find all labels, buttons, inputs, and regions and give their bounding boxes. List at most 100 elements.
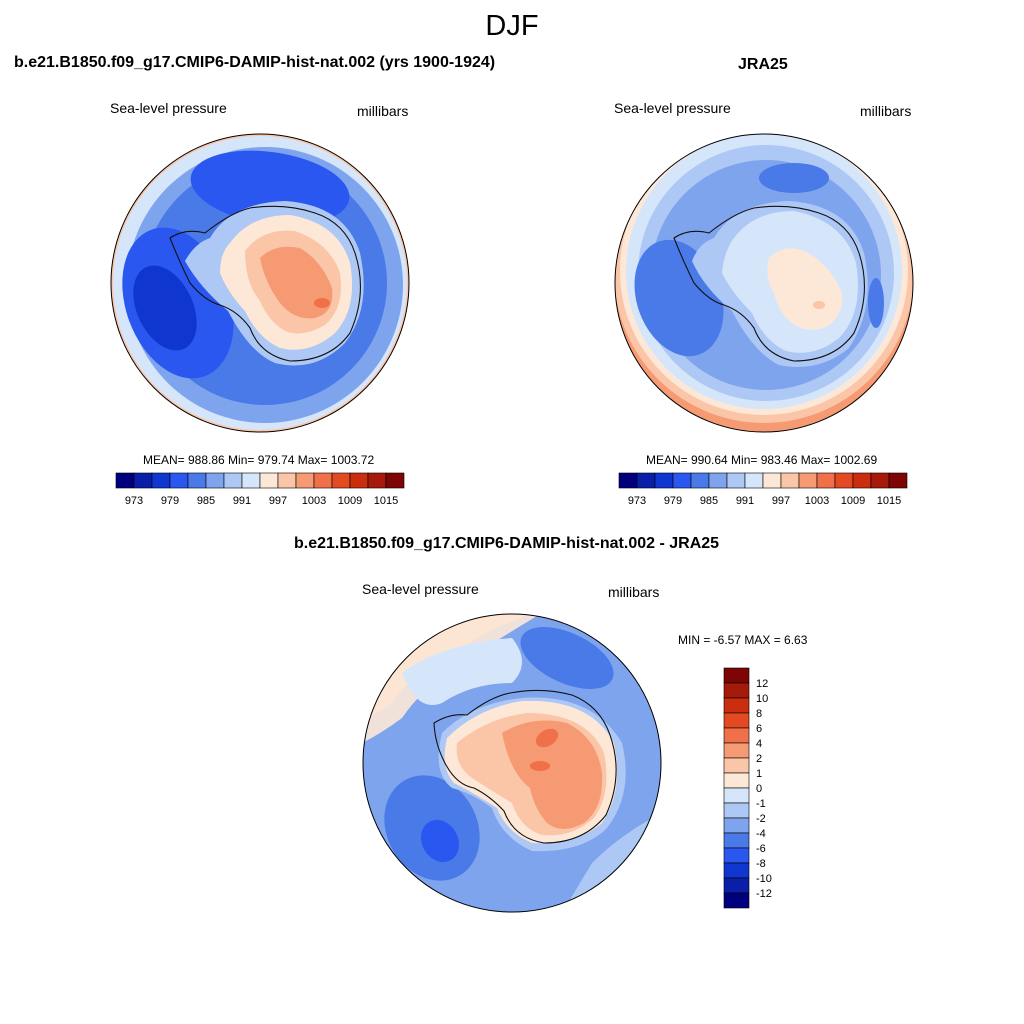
colorbar-tick-label: 10	[756, 693, 768, 705]
contour-fill	[530, 761, 550, 771]
colorbar-swatch	[654, 472, 674, 489]
colorbar-swatch	[313, 472, 333, 489]
contour-fill	[260, 246, 333, 319]
contour-fill	[813, 301, 825, 309]
colorbar-swatch	[385, 472, 405, 489]
contour-fill	[502, 720, 603, 829]
colorbar-tick-label: -4	[756, 828, 766, 840]
colorbar-swatch	[277, 472, 297, 489]
colorbar-swatch	[133, 472, 153, 489]
colorbar-swatch	[708, 472, 728, 489]
colorbar-swatch	[187, 472, 207, 489]
antarctica-coastline	[169, 205, 361, 362]
right-stats: MEAN= 990.64 Min= 983.46 Max= 1002.69	[646, 453, 878, 467]
colorbar-swatch	[723, 727, 750, 744]
colorbar-tick-label: 1015	[877, 495, 901, 507]
colorbar-tick-label: -1	[756, 798, 766, 810]
colorbar-swatch	[723, 667, 750, 684]
colorbar-swatch	[888, 472, 908, 489]
colorbar-tick-label: 973	[125, 495, 143, 507]
colorbar-swatch	[223, 472, 243, 489]
map-border	[614, 133, 914, 433]
colorbar-swatch	[636, 472, 656, 489]
right-units-label: millibars	[860, 103, 912, 119]
left-colorbar: 973 979 985 991 997 1003 1009 1015	[115, 472, 405, 507]
colorbar-tick-label: 0	[756, 783, 762, 795]
colorbar-swatch	[367, 472, 387, 489]
contour-fill	[759, 163, 829, 193]
antarctica-coastline	[673, 205, 865, 362]
colorbar-swatch	[723, 712, 750, 729]
colorbar-tick-label: -2	[756, 813, 766, 825]
colorbar-tick-label: 8	[756, 708, 762, 720]
colorbar-swatch	[295, 472, 315, 489]
right-panel-title: JRA25	[738, 56, 788, 73]
colorbar-tick-label: 12	[756, 678, 768, 690]
colorbar-swatch	[798, 472, 818, 489]
colorbar-tick-label: 997	[772, 495, 790, 507]
antarctica-coastline	[433, 689, 617, 844]
diff-panel-title: b.e21.B1850.f09_g17.CMIP6-DAMIP-hist-nat…	[294, 535, 720, 552]
right-colorbar: 973 979 985 991 997 1003 1009 1015	[618, 472, 908, 507]
colorbar-swatch	[723, 847, 750, 864]
colorbar-swatch	[618, 472, 638, 489]
colorbar-swatch	[723, 817, 750, 834]
colorbar-swatch	[723, 892, 750, 909]
left-stats: MEAN= 988.86 Min= 979.74 Max= 1003.72	[143, 453, 375, 467]
colorbar-swatch	[723, 697, 750, 714]
colorbar-swatch	[115, 472, 135, 489]
colorbar-tick-label: 979	[664, 495, 682, 507]
colorbar-swatch	[723, 832, 750, 849]
colorbar-swatch	[816, 472, 836, 489]
colorbar-swatch	[151, 472, 171, 489]
diff-units-label: millibars	[608, 584, 660, 600]
colorbar-swatch	[744, 472, 764, 489]
contour-fill	[314, 298, 330, 308]
colorbar-swatch	[780, 472, 800, 489]
right-variable-label: Sea-level pressure	[614, 100, 731, 116]
colorbar-swatch	[723, 682, 750, 699]
map-border	[110, 133, 410, 433]
colorbar-swatch	[349, 472, 369, 489]
colorbar-tick-label: 1009	[338, 495, 362, 507]
colorbar-tick-label: 1003	[302, 495, 326, 507]
colorbar-tick-label: 1009	[841, 495, 865, 507]
colorbar-tick-label: 985	[700, 495, 718, 507]
colorbar-swatch	[834, 472, 854, 489]
diff-polar-map	[362, 613, 662, 913]
colorbar-swatch	[331, 472, 351, 489]
colorbar-tick-label: 6	[756, 723, 762, 735]
colorbar-swatch	[723, 757, 750, 774]
colorbar-swatch	[169, 472, 189, 489]
left-polar-map	[110, 133, 410, 433]
right-polar-map	[614, 133, 914, 433]
colorbar-tick-label: 1003	[805, 495, 829, 507]
colorbar-tick-label: -6	[756, 843, 766, 855]
contour-fill	[402, 638, 522, 705]
left-panel-title: b.e21.B1850.f09_g17.CMIP6-DAMIP-hist-nat…	[14, 54, 496, 71]
colorbar-swatch	[672, 472, 692, 489]
colorbar-swatch	[726, 472, 746, 489]
colorbar-tick-label: 1015	[374, 495, 398, 507]
colorbar-tick-label: -10	[756, 873, 772, 885]
diff-variable-label: Sea-level pressure	[362, 581, 479, 597]
colorbar-tick-label: 985	[197, 495, 215, 507]
contour-fill	[420, 819, 460, 863]
colorbar-tick-label: 991	[736, 495, 754, 507]
left-units-label: millibars	[357, 103, 409, 119]
contour-fill	[767, 248, 843, 330]
contour-fill	[868, 278, 884, 328]
colorbar-tick-label: 1	[756, 768, 762, 780]
colorbar-swatch	[723, 772, 750, 789]
contour-fill	[535, 728, 559, 748]
colorbar-swatch	[870, 472, 890, 489]
colorbar-swatch	[723, 862, 750, 879]
colorbar-swatch	[241, 472, 261, 489]
colorbar-tick-label: 979	[161, 495, 179, 507]
colorbar-tick-label: -8	[756, 858, 766, 870]
contour-fill	[520, 627, 614, 689]
colorbar-swatch	[723, 802, 750, 819]
colorbar-swatch	[690, 472, 710, 489]
colorbar-tick-label: 997	[269, 495, 287, 507]
